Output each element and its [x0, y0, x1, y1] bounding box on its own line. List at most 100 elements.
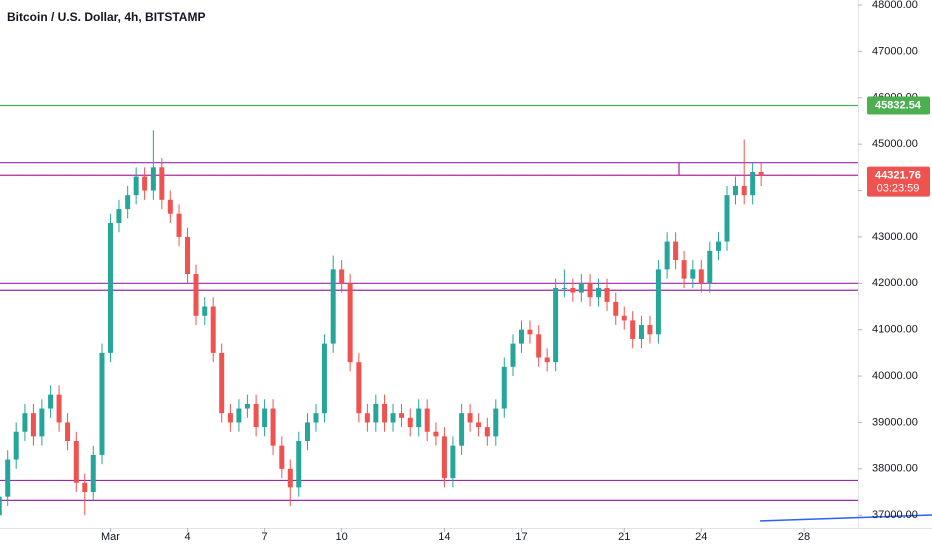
candle-body [30, 413, 36, 437]
last-price-label: 44321.76 [875, 170, 921, 182]
candle-body [262, 408, 268, 428]
candle-body [167, 199, 173, 214]
price-line-label: 45832.54 [875, 99, 922, 111]
candle-body [219, 352, 225, 414]
chart-title: Bitcoin / U.S. Dollar, 4h, BITSTAMP [7, 10, 205, 24]
candle-body [339, 269, 345, 284]
candle-body [476, 422, 482, 428]
candle-body [176, 213, 182, 237]
y-tick-label: 40000.00 [872, 370, 918, 382]
y-tick-label: 42000.00 [872, 277, 918, 289]
candle-body [0, 496, 2, 516]
candle-body [690, 269, 696, 279]
candle-body [750, 171, 756, 196]
candle-body [596, 287, 602, 298]
candle-body [185, 236, 191, 275]
candle-body [570, 287, 576, 293]
candle-body [22, 413, 28, 432]
x-tick-label: 17 [515, 531, 527, 543]
candle-body [65, 422, 71, 442]
x-tick-label: 7 [262, 531, 268, 543]
candle-body [159, 167, 165, 200]
candle-body [390, 413, 396, 423]
candle-body [73, 441, 79, 483]
candle-body [536, 334, 542, 358]
y-tick-label: 37000.00 [872, 509, 918, 521]
candle-body [441, 436, 447, 479]
candle-body [416, 408, 422, 428]
candle-body [107, 223, 113, 353]
candle-body [561, 287, 567, 289]
x-tick-label: 21 [618, 531, 630, 543]
y-tick-label: 39000.00 [872, 416, 918, 428]
candle-body [296, 441, 302, 488]
candle-body [621, 315, 627, 321]
candle-body [202, 306, 208, 316]
candle-body [313, 413, 319, 423]
candle-body [732, 185, 738, 196]
candle-body [150, 167, 156, 191]
candle-body [125, 195, 131, 210]
candle-body [279, 445, 285, 469]
y-tick-label: 45000.00 [872, 138, 918, 150]
candle-body [664, 241, 670, 270]
candle-body [630, 320, 636, 339]
candle-body [698, 269, 704, 284]
candle-body [553, 287, 559, 363]
candle-body [287, 468, 293, 488]
candle-body [655, 269, 661, 335]
candle-body [758, 171, 764, 176]
candle-body [270, 408, 276, 446]
candle-body [501, 366, 507, 409]
y-tick-label: 38000.00 [872, 463, 918, 475]
candle-body [741, 185, 747, 196]
candle-body [407, 417, 413, 428]
candle-body [5, 459, 11, 497]
x-tick-label: Mar [101, 531, 120, 543]
candle-body [587, 283, 593, 298]
candle-body [604, 287, 610, 302]
candle-body [707, 250, 713, 284]
candle-body [724, 195, 730, 242]
candle-body [321, 343, 327, 414]
candle-body [210, 306, 216, 353]
candle-body [399, 413, 405, 418]
candle-body [253, 403, 259, 428]
candle-body [424, 408, 430, 432]
candle-body [638, 325, 644, 339]
candle-body [527, 329, 533, 335]
candle-body [510, 343, 516, 367]
candle-body [518, 329, 524, 344]
candle-body [82, 482, 88, 493]
candle-body [613, 301, 619, 316]
candle-body [56, 394, 62, 423]
countdown-label: 03:23:59 [877, 183, 920, 195]
candle-body [39, 408, 45, 437]
x-tick-label: 14 [438, 531, 450, 543]
candle-body [681, 260, 687, 279]
candle-body [647, 325, 653, 335]
candle-body [450, 445, 456, 479]
candle-body [578, 283, 584, 293]
candle-body [116, 209, 122, 224]
candle-body [236, 408, 242, 423]
y-tick-label: 47000.00 [872, 45, 918, 57]
last-price-box [867, 166, 930, 197]
candle-body [716, 241, 722, 251]
candle-body [330, 269, 336, 344]
candle-body [373, 403, 379, 423]
candle-body [142, 176, 148, 191]
candle-body [364, 413, 370, 423]
y-tick-label: 48000.00 [872, 0, 918, 11]
candle-body [356, 362, 362, 414]
candle-body [90, 454, 96, 493]
x-tick-label: 10 [336, 531, 348, 543]
candle-body [304, 422, 310, 442]
x-tick-label: 4 [184, 531, 190, 543]
x-tick-label: 24 [695, 531, 707, 543]
candle-body [493, 408, 499, 437]
y-tick-label: 41000.00 [872, 324, 918, 336]
candle-body [244, 403, 250, 409]
